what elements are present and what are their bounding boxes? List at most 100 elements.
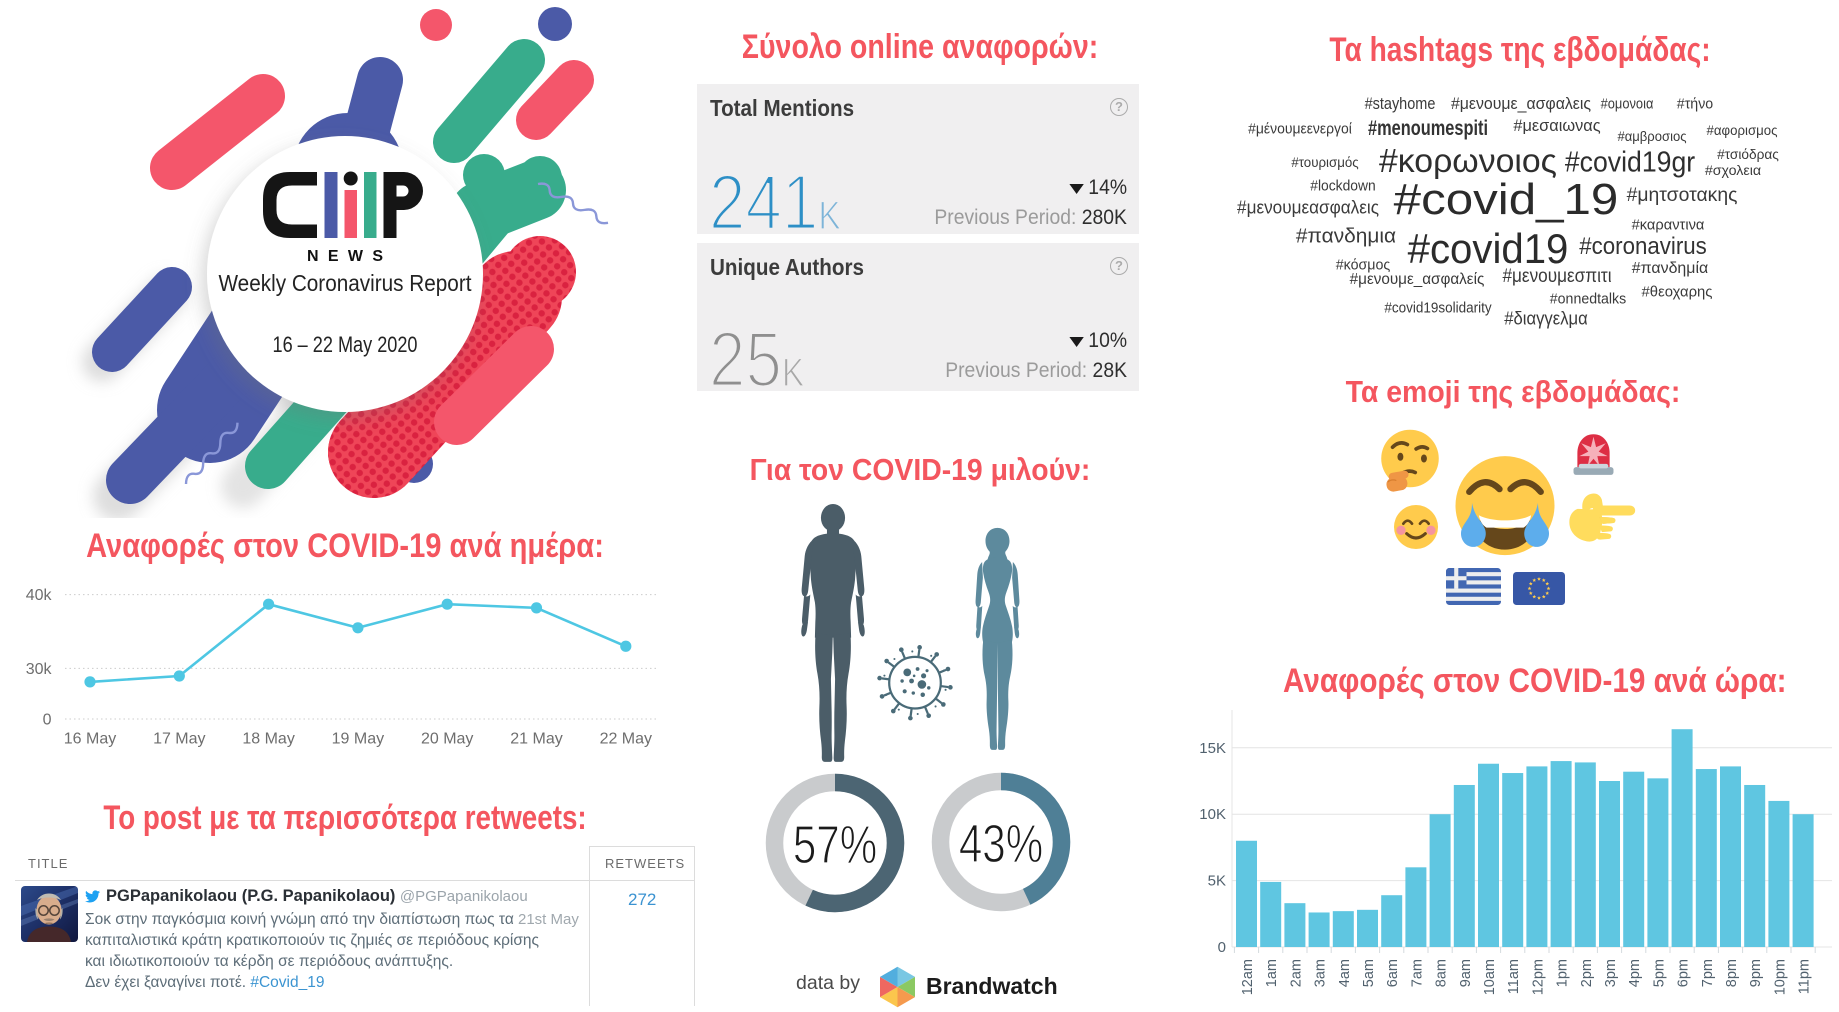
daily-xtick: 18 May [242, 731, 294, 748]
hourly-bar [1332, 911, 1354, 947]
hashtag-cloud-word[interactable]: #τήνο [1676, 95, 1714, 113]
hourly-xtick: 4pm [1627, 959, 1643, 987]
table-column-divider [589, 846, 590, 1006]
hourly-xtick: 11pm [1797, 959, 1813, 994]
total-mentions-label: Total Mentions [710, 95, 855, 121]
hashtag-cloud-word[interactable]: #πανδημία [1631, 260, 1709, 277]
hashtag-cloud-word[interactable]: #covid19 [1407, 225, 1569, 272]
male-donut-chart [765, 773, 905, 913]
clip-wordmark [263, 171, 423, 238]
hourly-bar [1574, 762, 1596, 947]
hashtag-cloud-word[interactable]: #καραντινα [1631, 216, 1705, 234]
tweet-date: 21st May [518, 911, 579, 928]
hourly-xtick: 8am [1434, 959, 1450, 987]
total-mentions-value: 241K [708, 158, 842, 246]
hourly-bar [1284, 903, 1306, 947]
hashtag-cloud-word[interactable]: #μένουμεενεργοί [1248, 120, 1352, 138]
hashtag-cloud-word[interactable]: #διαγγελμα [1504, 308, 1588, 329]
hashtag-cloud-word[interactable]: #αφορισμος [1706, 122, 1778, 138]
total-mentions-previous: Previous Period: 280K [934, 205, 1127, 229]
hourly-xtick: 11am [1506, 959, 1522, 994]
hashtag-cloud-word[interactable]: #αμβροσιος [1617, 128, 1687, 144]
logo-title: Weekly Coronavirus Report [219, 270, 472, 296]
hashtag-cloud-word[interactable]: #μενουμε_ασφαλεις [1450, 94, 1592, 113]
hashtag-cloud-word[interactable]: #μητσοτακης [1626, 185, 1738, 206]
hashtag-cloud-word[interactable]: #stayhome [1364, 94, 1436, 113]
daily-ytick: 0 [43, 712, 52, 729]
twitter-icon [85, 890, 100, 903]
greece-flag-emoji [1446, 568, 1501, 605]
hourly-bar [1453, 784, 1475, 947]
help-icon[interactable]: ? [1110, 257, 1128, 275]
hashtag-cloud-word[interactable]: #θεοχαρης [1641, 283, 1713, 301]
hashtag-cloud-word[interactable]: #covid19gr [1564, 146, 1696, 179]
hourly-bar [1695, 769, 1717, 947]
hashtag-cloud-word[interactable]: #σχολεια [1704, 162, 1762, 178]
column-retweets: RETWEETS [605, 856, 686, 871]
tweet-byline: PGPapanikolaou (P.G. Papanikolaou) @PGPa… [106, 887, 666, 906]
hourly-bar [1260, 881, 1282, 947]
hashtag-cloud-word[interactable]: #μενουμεσπιτι [1502, 266, 1612, 287]
hourly-bar [1357, 909, 1378, 947]
data-by-label: data by [796, 972, 860, 994]
hashtag-cloud-word[interactable]: #κόσμος [1335, 256, 1391, 274]
hourly-bar [1381, 895, 1403, 947]
unique-authors-panel: Unique Authors ? 25K 10% Previous Period… [697, 243, 1139, 400]
tweet-avatar[interactable] [21, 886, 78, 942]
unique-authors-label: Unique Authors [710, 254, 864, 280]
daily-ytick: 30k [26, 661, 53, 678]
hashtag-cloud-word[interactable]: #covid19solidarity [1384, 299, 1492, 317]
hourly-bar [1405, 867, 1427, 947]
daily-xtick: 19 May [332, 731, 384, 748]
hashtag-cloud-word[interactable]: #lockdown [1310, 177, 1376, 195]
hourly-bar [1502, 773, 1524, 947]
hashtag-cloud-word[interactable]: #menoumespiti [1367, 117, 1489, 140]
hourly-bar [1647, 778, 1669, 947]
hourly-bar [1744, 784, 1766, 947]
hashtag-cloud-word[interactable]: #τουρισμός [1291, 154, 1359, 170]
daily-point [441, 598, 453, 610]
hourly-xtick: 7pm [1700, 959, 1716, 987]
hourly-bar [1429, 814, 1451, 947]
daily-line [89, 602, 627, 684]
hourly-xtick: 1am [1264, 959, 1280, 987]
red-dot-top [420, 9, 452, 41]
tweet-hashtag-link[interactable]: #Covid_19 [250, 974, 325, 991]
table-border-right [694, 846, 695, 1006]
hourly-bar [1308, 912, 1330, 947]
total-mentions-panel: Total Mentions ? 241K 14% Previous Perio… [697, 84, 1139, 243]
hashtag-cloud-word[interactable]: #covid_19 [1393, 175, 1619, 224]
daily-point [352, 622, 364, 634]
male-percentage: 57% [792, 814, 878, 875]
female-donut-chart [931, 772, 1071, 912]
hashtag-cloud-word[interactable]: #μενουμεασφαλεις [1237, 197, 1379, 218]
hourly-ytick: 5K [1208, 873, 1226, 890]
hashtag-cloud-word[interactable]: #coronavirus [1579, 233, 1707, 260]
tweet-author-name[interactable]: PGPapanikolaou (P.G. Papanikolaou) [106, 887, 396, 905]
tweet-text: Σοκ στην παγκόσμια κοινή γνώμη από την δ… [85, 911, 540, 991]
daily-point [530, 602, 543, 614]
top-post-table: TITLE RETWEETS [15, 846, 695, 1006]
logo-blobs [82, 7, 609, 518]
emoji-section-title: Τα emoji της εβδομάδας: [1345, 374, 1681, 409]
hashtag-cloud-word[interactable]: #τσιόδρας [1717, 146, 1779, 162]
daily-section-title: Αναφορές στον COVID-19 ανά ημέρα: [86, 527, 604, 565]
hourly-bar [1478, 763, 1499, 947]
daily-xtick: 22 May [600, 731, 652, 748]
hourly-bar [1623, 771, 1645, 947]
hashtag-cloud-word[interactable]: #κορωνοιος [1379, 142, 1557, 179]
squiggle-lines [184, 182, 609, 485]
hashtag-cloud-word[interactable]: #μενουμε_ασφαλείς [1349, 271, 1485, 288]
hashtag-cloud-word[interactable]: #onnedtalks [1549, 290, 1627, 308]
hourly-bar [1599, 781, 1620, 947]
hashtag-cloud-word[interactable]: #μεσαιωνας [1513, 116, 1601, 135]
logo-news: N E W S [307, 248, 383, 265]
help-icon[interactable]: ? [1110, 98, 1128, 116]
daily-ytick: 40k [26, 587, 53, 604]
hashtag-cloud-word[interactable]: #πανδημια [1295, 225, 1397, 248]
hourly-mentions-bar-chart: 0 5K 10K 15K 12am 1am 2am 3am 4am 5am 6am 7am 8am 9am… [1199, 710, 1832, 995]
hashtag-cloud-word[interactable]: #ομονοια [1600, 95, 1654, 113]
hourly-xtick: 7am [1409, 959, 1425, 987]
tweet-author-handle[interactable]: @PGPapanikolaou [399, 888, 528, 905]
pointing-right-emoji [1569, 493, 1636, 542]
